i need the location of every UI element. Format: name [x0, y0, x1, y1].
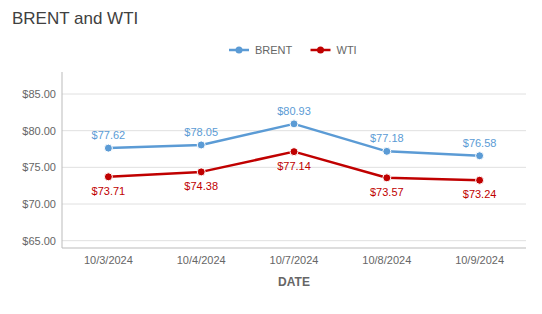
point [476, 176, 484, 184]
data-label: $73.71 [92, 185, 126, 197]
data-label: $77.62 [92, 129, 126, 141]
point [476, 152, 484, 160]
point [104, 173, 112, 181]
grid-line [62, 240, 526, 241]
legend-label: BRENT [255, 44, 293, 56]
legend-marker [236, 47, 243, 54]
point [104, 144, 112, 152]
y-tick-label: $65.00 [22, 235, 56, 247]
y-tick-label: $75.00 [22, 161, 56, 173]
x-tick-label: 10/7/2024 [270, 254, 319, 266]
data-label: $77.14 [277, 160, 311, 172]
grid-line [62, 130, 526, 131]
x-tick-label: 10/9/2024 [455, 254, 504, 266]
x-tick-label: 10/4/2024 [177, 254, 226, 266]
legend-marker [317, 47, 324, 54]
y-tick-label: $70.00 [22, 198, 56, 210]
data-label: $78.05 [184, 126, 218, 138]
plot-area [104, 120, 483, 184]
point [383, 174, 391, 182]
grid-line [62, 204, 526, 205]
data-labels: $77.62 $78.05 $80.93 $77.18 $76.58 $73.71 $74.… [92, 105, 497, 200]
point [290, 148, 298, 156]
point [197, 141, 205, 149]
data-label: $73.57 [370, 186, 404, 198]
legend: BRENT WTI [229, 44, 357, 56]
data-label: $76.58 [463, 137, 497, 149]
data-label: $77.18 [370, 132, 404, 144]
point [197, 168, 205, 176]
chart: BRENT and WTI $65.00 $70.00 $75.00 $80.00 $85… [0, 0, 542, 314]
x-tick-label: 10/8/2024 [362, 254, 411, 266]
y-tick-label: $85.00 [22, 88, 56, 100]
title: BRENT and WTI [12, 9, 138, 28]
point [383, 147, 391, 155]
data-label: $80.93 [277, 105, 311, 117]
y-tick-label: $80.00 [22, 125, 56, 137]
grid-line [62, 94, 526, 95]
grid [62, 94, 526, 241]
x-tick-label: 10/3/2024 [84, 254, 133, 266]
legend-label: WTI [337, 44, 357, 56]
y-axis-line [62, 72, 63, 248]
point [290, 120, 298, 128]
x-axis-line [62, 248, 526, 249]
x-axis-label: DATE [278, 275, 310, 289]
series-line [108, 124, 479, 156]
data-label: $74.38 [184, 180, 218, 192]
data-label: $73.24 [463, 188, 497, 200]
